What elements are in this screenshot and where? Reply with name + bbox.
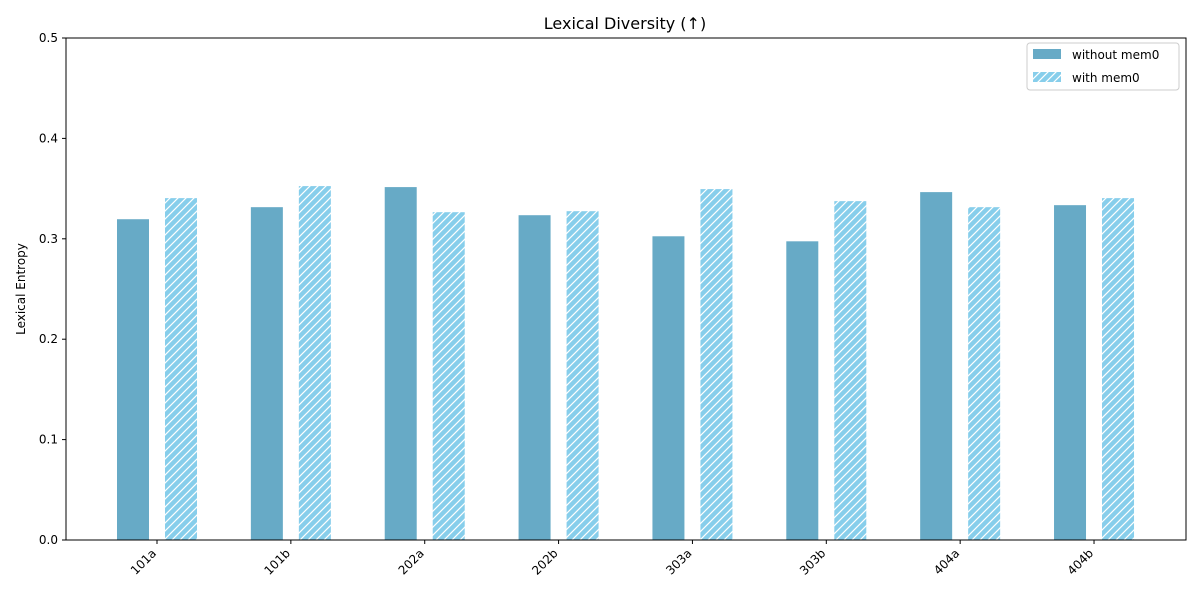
legend-label-without-mem0: without mem0 (1072, 48, 1159, 62)
x-tick-label-101a: 101a (128, 546, 159, 577)
bar-with-mem0-303a (699, 188, 734, 541)
x-tick-label-303b: 303b (797, 546, 828, 577)
y-tick-label: 0.2 (39, 332, 58, 346)
legend-label-with-mem0: with mem0 (1072, 71, 1140, 85)
y-tick-label: 0.3 (39, 232, 58, 246)
bar-with-mem0-101a (164, 197, 198, 541)
legend-swatch-without-mem0 (1033, 49, 1061, 59)
axes-layer: 0.0 0.1 0.2 0.3 0.4 0.5 101a 101b 202a 202b 303a 30… (39, 31, 1187, 578)
bar-with-mem0-202b (565, 210, 600, 541)
bar-without-mem0-101b (249, 206, 284, 541)
bar-without-mem0-202a (383, 186, 418, 541)
bar-with-mem0-303b (833, 200, 868, 541)
x-tick-label-404b: 404b (1065, 546, 1096, 577)
bar-without-mem0-303a (651, 235, 686, 541)
plot-frame (65, 37, 1187, 541)
y-tick-label: 0.1 (39, 433, 58, 447)
bar-with-mem0-404a (967, 206, 1002, 541)
y-tick-label: 0.0 (39, 533, 58, 547)
legend: without mem0 with mem0 (1026, 42, 1180, 91)
x-tick-label-202b: 202b (529, 546, 560, 577)
x-tick-label-303a: 303a (663, 546, 694, 577)
bar-without-mem0-101a (116, 218, 150, 541)
bar-with-mem0-202a (431, 211, 466, 541)
bar-with-mem0-404b (1101, 197, 1136, 541)
bar-without-mem0-404b (1053, 204, 1088, 541)
x-tick-label-101b: 101b (261, 546, 292, 577)
bar-without-mem0-404a (919, 191, 954, 541)
x-tick-label-404a: 404a (931, 546, 962, 577)
bars-layer (116, 185, 1136, 541)
y-tick-label: 0.5 (39, 31, 58, 45)
legend-swatch-with-mem0 (1033, 72, 1061, 82)
bar-without-mem0-303b (785, 240, 820, 541)
bar-without-mem0-202b (517, 214, 552, 541)
y-axis-title: Lexical Entropy (14, 243, 28, 335)
bar-with-mem0-101b (297, 185, 332, 541)
chart-title: Lexical Diversity (↑) (544, 14, 706, 33)
y-tick-label: 0.4 (39, 131, 58, 145)
legend-frame (1026, 42, 1180, 91)
x-tick-label-202a: 202a (396, 546, 427, 577)
